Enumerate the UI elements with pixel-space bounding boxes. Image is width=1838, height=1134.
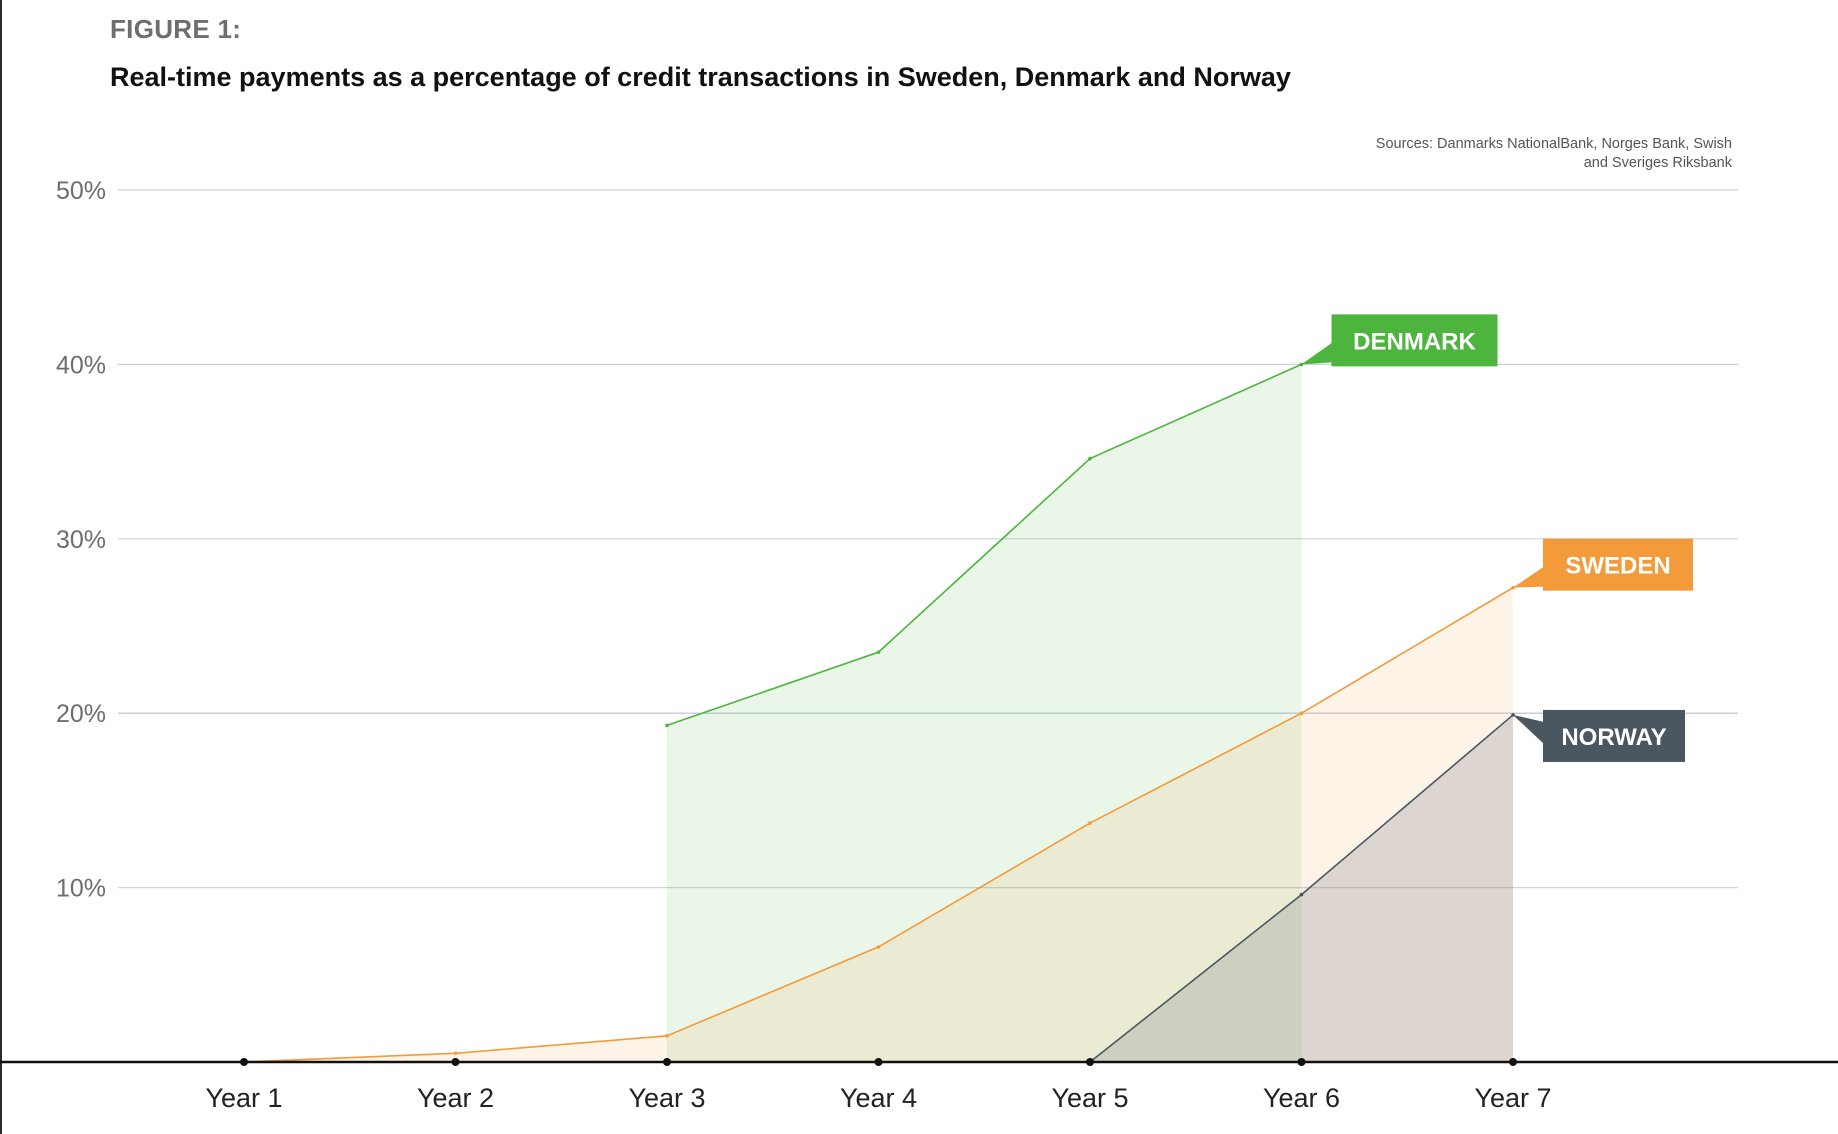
- area-denmark: [667, 364, 1302, 1062]
- x-tick-label: Year 1: [205, 1083, 282, 1113]
- y-tick-label: 20%: [56, 700, 106, 728]
- line-denmark: [666, 363, 1302, 727]
- y-tick-label: 30%: [56, 526, 106, 554]
- point-norway: [1299, 892, 1304, 897]
- x-tick-label: Year 4: [840, 1083, 917, 1113]
- tag-pointer-sweden: [1513, 566, 1544, 588]
- left-frame-border: [0, 0, 2, 1134]
- point-sweden: [665, 1034, 669, 1038]
- point-denmark: [876, 650, 881, 654]
- series-tag-sweden: [1543, 538, 1693, 591]
- series-tag-label-denmark: DENMARK: [1353, 328, 1476, 355]
- y-tick-label: 50%: [56, 177, 106, 205]
- chart-title: Real-time payments as a percentage of cr…: [110, 62, 1291, 92]
- point-sweden: [1299, 711, 1304, 715]
- area-sweden: [244, 587, 1513, 1062]
- point-sweden: [1088, 821, 1092, 825]
- point-sweden: [876, 945, 881, 949]
- x-tick-label: Year 6: [1263, 1083, 1340, 1113]
- tag-pointer-norway: [1513, 714, 1544, 744]
- x-tick-label: Year 7: [1474, 1083, 1551, 1113]
- x-tick-dot: [1086, 1058, 1094, 1066]
- x-tick-dot: [874, 1058, 883, 1066]
- figure-label: FIGURE 1:: [110, 14, 242, 44]
- x-tick-dot: [451, 1058, 460, 1066]
- point-denmark: [1088, 456, 1092, 461]
- point-sweden: [453, 1051, 458, 1056]
- y-tick-label: 40%: [56, 351, 106, 379]
- y-tick-label: 10%: [56, 875, 106, 903]
- series-tag-label-norway: NORWAY: [1561, 724, 1666, 751]
- x-tick-dot: [1509, 1058, 1517, 1066]
- x-tick-label: Year 5: [1051, 1083, 1128, 1113]
- x-tick-label: Year 2: [417, 1083, 494, 1113]
- tag-pointer-denmark: [1301, 342, 1333, 365]
- x-tick-dot: [1297, 1058, 1306, 1066]
- area-norway: [1090, 714, 1513, 1062]
- series-tag-norway: [1543, 709, 1685, 762]
- x-tick-dot: [663, 1058, 671, 1066]
- x-tick-dot: [240, 1058, 248, 1066]
- point-denmark: [665, 723, 669, 728]
- series-tag-label-sweden: SWEDEN: [1565, 553, 1670, 580]
- x-tick-label: Year 3: [628, 1083, 705, 1113]
- sources-note: Sources: Danmarks NationalBank, Norges B…: [1375, 136, 1732, 171]
- series-tag-denmark: [1331, 314, 1498, 367]
- point-denmark: [1299, 362, 1304, 367]
